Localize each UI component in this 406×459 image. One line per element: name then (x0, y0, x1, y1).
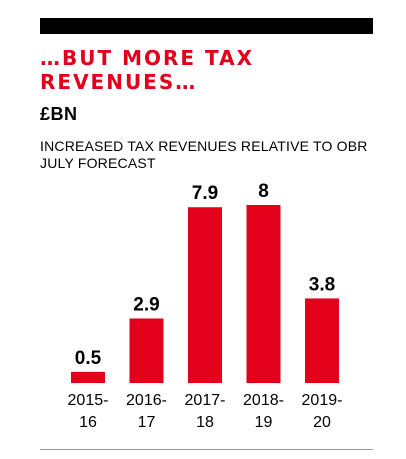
category-label-2-line-1: 18 (196, 414, 214, 431)
bar-3 (246, 205, 281, 383)
category-label-4-line-1: 20 (313, 414, 331, 431)
value-label-3: 8 (258, 181, 269, 202)
bottom-rule (40, 449, 373, 450)
category-label-2-line-0: 2017- (185, 392, 226, 409)
category-label-1-line-1: 17 (138, 414, 156, 431)
value-label-1: 2.9 (133, 294, 159, 315)
chart-subtitle: INCREASED TAX REVENUES RELATIVE TO OBR J… (40, 138, 368, 171)
bar-1 (129, 318, 164, 383)
category-label-3-line-1: 19 (255, 414, 273, 431)
value-label-2: 7.9 (192, 183, 218, 204)
top-rule (40, 18, 373, 34)
category-label-1-line-0: 2016- (126, 392, 167, 409)
category-label-0-line-0: 2015- (68, 392, 109, 409)
value-label-0: 0.5 (75, 348, 102, 369)
bar-0 (71, 371, 105, 383)
bar-2 (188, 207, 222, 383)
value-label-4: 3.8 (309, 274, 335, 295)
category-label-3-line-0: 2018- (243, 392, 284, 409)
category-label-4-line-0: 2019- (302, 392, 343, 409)
unit-label: £BN (40, 104, 78, 124)
category-label-0-line-1: 16 (79, 414, 97, 431)
bar-4 (305, 298, 339, 383)
chart-title: …BUT MORE TAX REVENUES… (40, 46, 255, 94)
